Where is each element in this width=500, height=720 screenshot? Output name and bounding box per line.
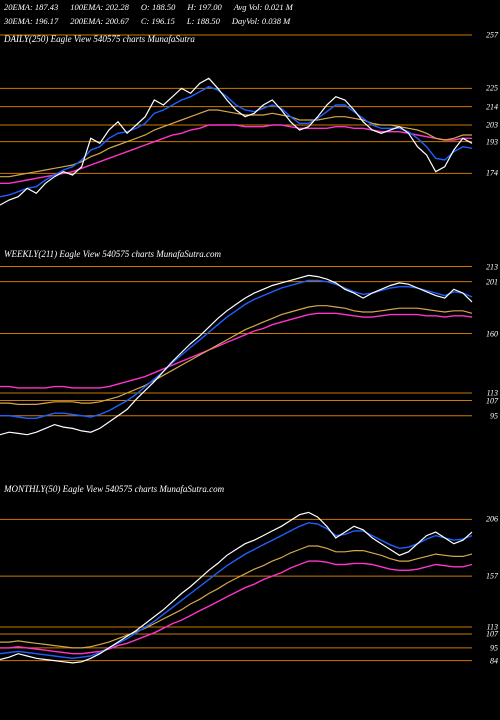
series-ema200: [0, 561, 472, 654]
dayvol-label: DayVol: 0.038 M: [232, 16, 290, 26]
ytick-label: 201: [486, 277, 498, 286]
low-label: L: 188.50: [187, 16, 220, 26]
series-ema20: [0, 523, 472, 659]
series-ema100: [0, 546, 472, 648]
close-label: C: 196.15: [141, 16, 175, 26]
ema200-label: 200EMA: 200.67: [70, 16, 129, 26]
ema100-label: 100EMA: 202.28: [70, 2, 129, 12]
ytick-label: 225: [486, 84, 498, 93]
ytick-label: 214: [486, 102, 498, 111]
panel-title-daily: DAILY(250) Eagle View 540575 charts Muna…: [4, 34, 195, 44]
ytick-label: 157: [486, 572, 498, 581]
chart-monthly: [0, 480, 500, 700]
ytick-label: 257: [486, 31, 498, 40]
ytick-label: 95: [490, 411, 498, 420]
panel-title-weekly: WEEKLY(211) Eagle View 540575 charts Mun…: [4, 249, 221, 259]
panel-monthly: MONTHLY(50) Eagle View 540575 charts Mun…: [0, 480, 500, 700]
ytick-label: 95: [490, 643, 498, 652]
high-label: H: 197.00: [187, 2, 221, 12]
ytick-label: 193: [486, 137, 498, 146]
ytick-label: 206: [486, 515, 498, 524]
ytick-label: 107: [486, 396, 498, 405]
chart-weekly: [0, 245, 500, 460]
ytick-label: 203: [486, 121, 498, 130]
series-ema100: [0, 306, 472, 405]
ytick-label: 107: [486, 630, 498, 639]
ema20-label: 20EMA: 187.43: [4, 2, 58, 12]
panel-weekly: WEEKLY(211) Eagle View 540575 charts Mun…: [0, 245, 500, 460]
series-ema200: [0, 313, 472, 388]
ytick-label: 174: [486, 169, 498, 178]
panel-daily: DAILY(250) Eagle View 540575 charts Muna…: [0, 30, 500, 230]
ytick-label: 84: [490, 656, 498, 665]
series-price: [0, 275, 472, 434]
series-price: [0, 512, 472, 663]
panel-title-monthly: MONTHLY(50) Eagle View 540575 charts Mun…: [4, 484, 224, 494]
ytick-label: 213: [486, 262, 498, 271]
series-ema20: [0, 280, 472, 418]
stats-header-row-2: 30EMA: 196.17 200EMA: 200.67 C: 196.15 L…: [0, 14, 500, 28]
avgvol-label: Avg Vol: 0.021 M: [234, 2, 293, 12]
stats-header-row-1: 20EMA: 187.43 100EMA: 202.28 O: 188.50 H…: [0, 0, 500, 14]
ema30-label: 30EMA: 196.17: [4, 16, 58, 26]
chart-daily: [0, 30, 500, 230]
ytick-label: 160: [486, 329, 498, 338]
open-label: O: 188.50: [141, 2, 175, 12]
